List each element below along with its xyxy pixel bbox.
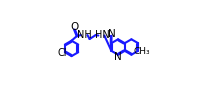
- Text: Cl: Cl: [57, 48, 67, 58]
- Text: O: O: [70, 22, 78, 32]
- Text: N: N: [107, 29, 115, 39]
- Text: HN: HN: [94, 30, 109, 40]
- Text: NH: NH: [77, 30, 92, 40]
- Text: N: N: [114, 52, 121, 62]
- Text: CH₃: CH₃: [133, 47, 149, 56]
